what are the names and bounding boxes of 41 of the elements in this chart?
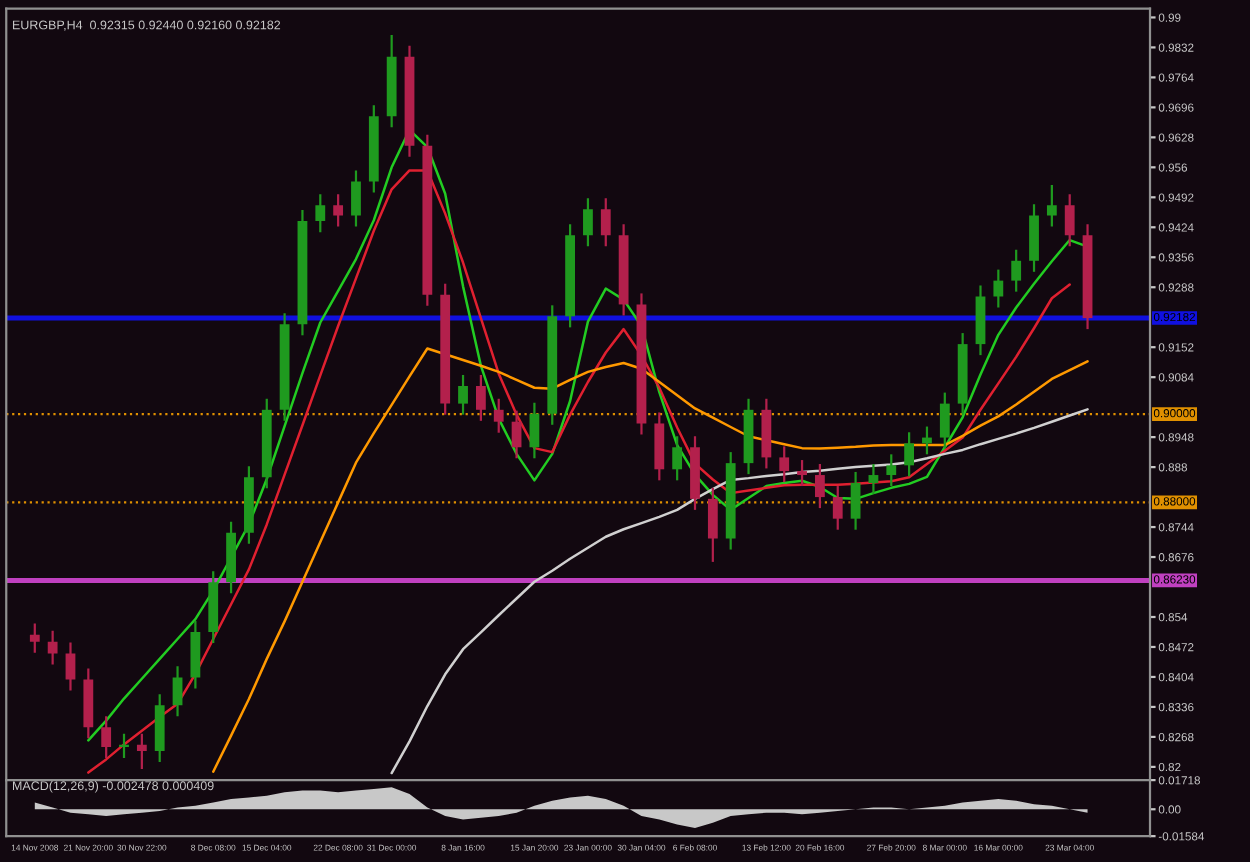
- candlestick: [493, 397, 504, 434]
- candlestick: [1011, 248, 1022, 293]
- candlestick: [190, 619, 201, 690]
- candlestick: [1064, 193, 1075, 248]
- candlestick: [1029, 203, 1039, 273]
- candlestick: [654, 411, 665, 482]
- candlestick: [351, 169, 361, 228]
- candlestick: [583, 197, 593, 248]
- candlestick: [868, 462, 879, 496]
- candlestick: [315, 193, 326, 234]
- candlestick: [814, 462, 825, 510]
- candlestick: [458, 373, 468, 416]
- candlestick: [83, 667, 94, 740]
- candlestick: [29, 622, 40, 654]
- candlestick: [672, 435, 683, 482]
- candlestick: [511, 409, 522, 460]
- candlestick: [993, 268, 1004, 309]
- candlestick: [904, 431, 915, 478]
- candlestick: [939, 391, 950, 450]
- candlestick: [779, 445, 790, 484]
- candlestick: [47, 629, 58, 666]
- candlestick: [65, 641, 76, 692]
- candlestick: [475, 373, 486, 422]
- candlestick: [529, 401, 540, 460]
- candlestick: [886, 453, 897, 488]
- candlestick: [119, 732, 129, 760]
- candlestick: [850, 470, 861, 531]
- candlestick: [975, 284, 986, 357]
- candlestick: [1046, 183, 1057, 228]
- candlestick: [761, 397, 772, 470]
- candlestick: [172, 665, 183, 718]
- candlestick: [832, 484, 843, 531]
- candlestick: [154, 693, 165, 764]
- candlestick: [707, 486, 718, 563]
- line-series: [390, 408, 1089, 775]
- candlestick: [136, 732, 147, 771]
- candlestick: [101, 715, 112, 760]
- line-series: [211, 347, 1089, 773]
- candlestick: [333, 193, 344, 228]
- candlestick: [600, 197, 611, 248]
- candlestick: [797, 458, 807, 488]
